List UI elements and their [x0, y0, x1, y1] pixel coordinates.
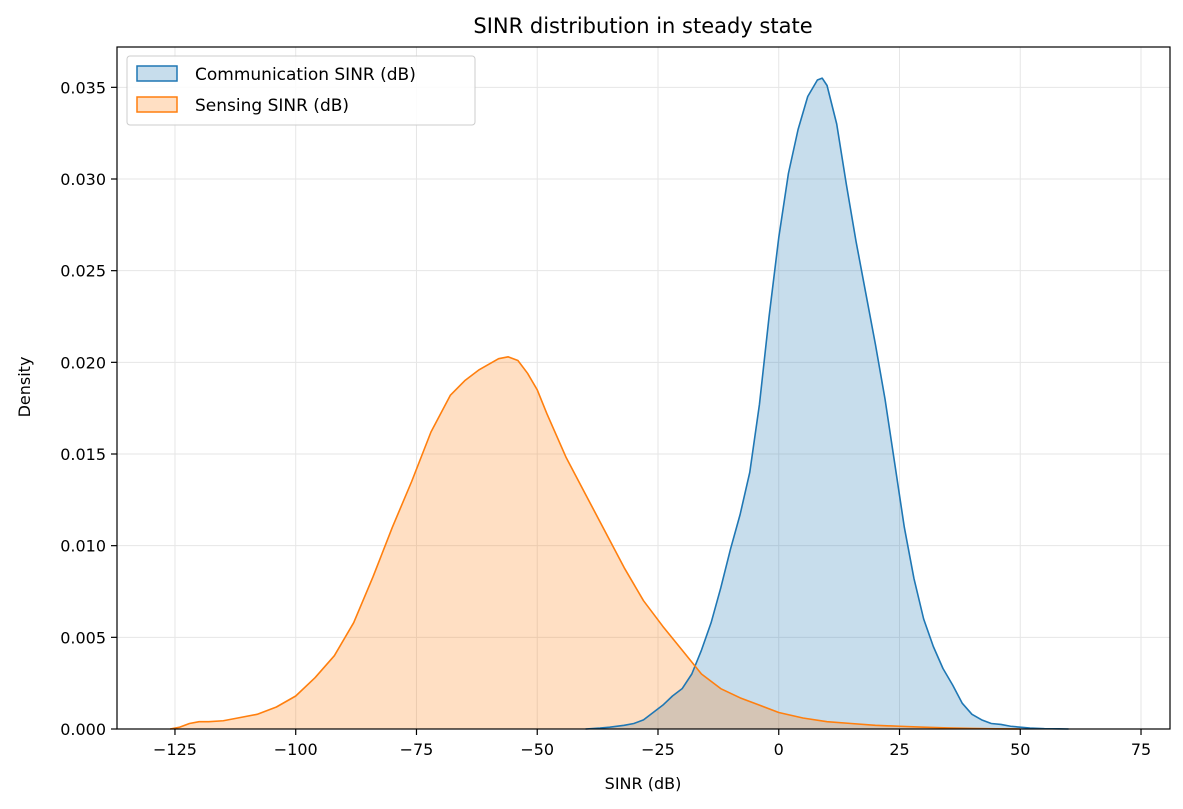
legend-swatch-sensing — [136, 96, 178, 113]
series-area-1 — [170, 356, 1021, 729]
y-tick-label: 0.025 — [60, 262, 106, 281]
y-tick-label: 0.000 — [60, 720, 106, 739]
y-tick-label: 0.015 — [60, 445, 106, 464]
x-tick-label: 0 — [774, 740, 784, 759]
x-axis-label: SINR (dB) — [605, 774, 682, 793]
x-tick-label: 25 — [889, 740, 909, 759]
x-tick-label: −100 — [274, 740, 318, 759]
x-tick-label: 50 — [1010, 740, 1030, 759]
series-layer — [169, 77, 1069, 730]
legend-swatch-communication — [136, 65, 178, 82]
y-tick-label: 0.020 — [60, 353, 106, 372]
axes: −125 −100 −75 −50 −25 0 25 50 75 0.000 0.005 0.010 0… — [60, 46, 1171, 759]
x-tick-label: −125 — [153, 740, 197, 759]
x-tick-label: 75 — [1131, 740, 1151, 759]
y-tick-label: 0.035 — [60, 78, 106, 97]
y-tick-label: 0.030 — [60, 170, 106, 189]
series-line-1 — [169, 356, 1021, 730]
x-tick-label: −75 — [400, 740, 434, 759]
series-line-0 — [585, 77, 1069, 730]
plot-frame — [116, 46, 1171, 730]
x-tick-label: −50 — [520, 740, 554, 759]
legend-label-sensing: Sensing SINR (dB) — [195, 96, 349, 116]
legend: Communication SINR (dB) Sensing SINR (dB… — [126, 55, 476, 126]
y-tick-label: 0.005 — [60, 628, 106, 647]
x-tick-label: −25 — [641, 740, 675, 759]
series-area-0 — [585, 78, 1069, 730]
chart-title: SINR distribution in steady state — [473, 14, 812, 38]
legend-frame — [126, 55, 476, 126]
y-tick-label: 0.010 — [60, 537, 106, 556]
grid — [117, 47, 1170, 730]
legend-label-communication: Communication SINR (dB) — [195, 65, 416, 85]
y-axis-label: Density — [15, 357, 34, 418]
